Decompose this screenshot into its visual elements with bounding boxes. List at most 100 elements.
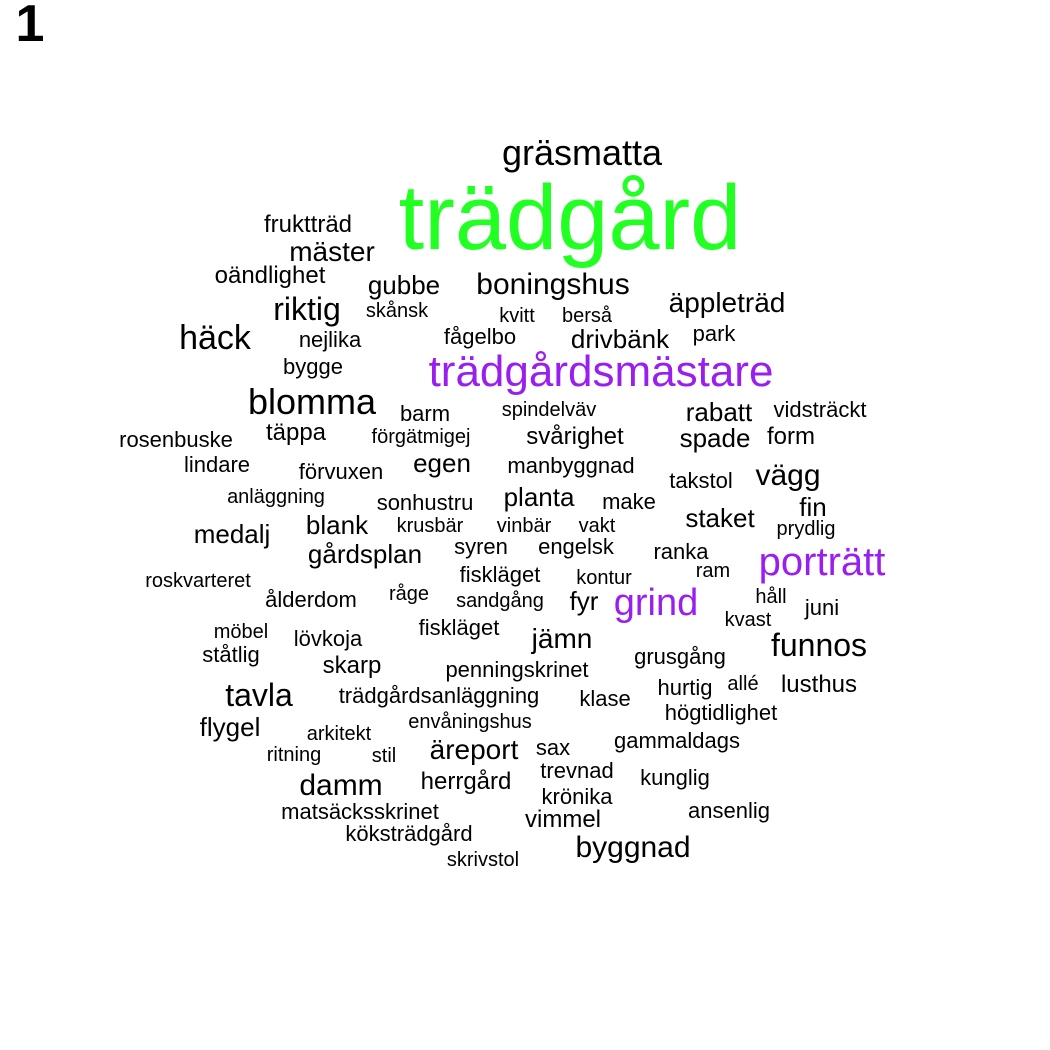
word-tradgardsanlaggning: trädgårdsanläggning [338, 683, 540, 708]
word-master: mäster [289, 236, 375, 267]
word-envaningshus: envåningshus [408, 711, 532, 733]
word-bygge: bygge [283, 354, 343, 379]
word-funnos: funnos [770, 627, 868, 663]
word-boningshus: boningshus [476, 268, 630, 301]
word-vakt: vakt [578, 515, 616, 537]
word-hack: häck [179, 319, 251, 357]
word-rosenbuske: rosenbuske [119, 427, 233, 452]
word-alderdom: ålderdom [265, 587, 357, 612]
word-trevnad: trevnad [540, 758, 614, 783]
word-spade: spade [679, 423, 751, 453]
word-bersa: berså [561, 305, 613, 327]
word-skarp: skarp [322, 652, 382, 679]
word-forgatmigej: förgätmigej [371, 426, 471, 448]
word-vidstrackt: vidsträckt [773, 397, 867, 422]
word-hurtig: hurtig [657, 675, 713, 700]
word-juni: juni [804, 595, 840, 620]
word-make: make [602, 489, 656, 514]
word-form: form [767, 423, 815, 450]
word-damm: damm [299, 769, 383, 802]
word-barm: barm [399, 401, 451, 426]
word-spindelvav: spindelväv [501, 399, 597, 421]
word-skrivstol: skrivstol [446, 849, 520, 871]
word-penningskrinet: penningskrinet [445, 657, 589, 682]
word-gubbe: gubbe [367, 270, 441, 300]
word-medalj: medalj [193, 519, 271, 549]
word-arkitekt: arkitekt [306, 723, 372, 745]
word-kvitt: kvitt [499, 305, 535, 327]
word-sonhustru: sonhustru [376, 490, 474, 515]
word-matsacksskrinet: matsäcksskrinet [281, 799, 439, 824]
word-nejlika: nejlika [298, 327, 362, 352]
word-egen: egen [413, 448, 471, 478]
word-blank: blank [305, 510, 369, 540]
word-syren: syren [454, 534, 508, 559]
word-oandlighet: oändlighet [214, 262, 326, 289]
word-anlaggning: anläggning [227, 486, 325, 508]
word-tradgard: trädgård [398, 167, 742, 269]
word-ram: ram [695, 560, 731, 582]
word-planta: planta [503, 482, 575, 512]
word-fin: fin [799, 492, 827, 522]
word-areport: äreport [429, 734, 519, 765]
word-ritning: ritning [266, 744, 322, 766]
word-rage: råge [388, 583, 430, 605]
word-kronika: krönika [541, 784, 613, 809]
word-vinbar: vinbär [496, 515, 552, 537]
word-fagelbo: fågelbo [443, 324, 517, 349]
word-gardsplan: gårdsplan [307, 539, 423, 569]
word-ranka: ranka [653, 539, 709, 564]
word-herrgard: herrgård [420, 768, 512, 795]
word-fisklaget: fiskläget [459, 562, 541, 587]
word-fisklaget: fiskläget [418, 615, 500, 640]
word-tavla: tavla [225, 677, 293, 713]
word-prydlig: prydlig [776, 518, 836, 540]
word-mobel: möbel [213, 621, 269, 643]
word-frukttrad: fruktträd [263, 211, 353, 238]
panel-label: 1 [15, 0, 45, 53]
word-kokstradgard: köksträdgård [345, 821, 473, 846]
word-grind: grind [613, 582, 699, 624]
word-hall: håll [755, 586, 787, 608]
word-blomma: blomma [247, 381, 377, 422]
word-krusbar: krusbär [396, 515, 464, 537]
word-skansk: skånsk [365, 300, 429, 322]
word-grusgang: grusgång [634, 644, 726, 669]
word-all: allé [727, 673, 759, 695]
word-portratt: porträtt [758, 540, 886, 584]
word-lusthus: lusthus [780, 671, 858, 698]
word-manbyggnad: manbyggnad [507, 453, 635, 478]
word-sandgang: sandgång [456, 590, 544, 612]
word-park: park [692, 321, 736, 346]
word-roskvarteret: roskvarteret [145, 570, 251, 592]
word-vagg: vägg [755, 459, 821, 492]
word-ansenlig: ansenlig [688, 798, 770, 823]
word-hogtidlighet: högtidlighet [664, 700, 778, 725]
word-gammaldags: gammaldags [614, 728, 740, 753]
word-kvast: kvast [724, 609, 772, 631]
word-lindare: lindare [183, 452, 251, 477]
word-vimmel: vimmel [525, 806, 601, 833]
word-jamn: jämn [531, 623, 593, 654]
word-grasmatta: gräsmatta [501, 132, 663, 173]
word-flygel: flygel [199, 712, 261, 742]
word-stil: stil [371, 745, 397, 767]
word-kontur: kontur [576, 567, 632, 589]
word-sax: sax [535, 735, 571, 760]
word-statlig: ståtlig [202, 642, 260, 667]
word-tappa: täppa [265, 419, 327, 446]
word-byggnad: byggnad [575, 831, 691, 864]
word-appletrad: äppleträd [668, 287, 786, 318]
word-lovkoja: lövkoja [293, 626, 363, 651]
word-klase: klase [579, 686, 631, 711]
word-fyr: fyr [569, 586, 599, 616]
word-svarighet: svårighet [526, 423, 624, 450]
word-rabatt: rabatt [685, 397, 753, 427]
word-drivbank: drivbänk [570, 324, 670, 354]
word-riktig: riktig [273, 291, 341, 327]
word-engelsk: engelsk [538, 534, 614, 559]
word-staket: staket [685, 503, 755, 533]
word-forvuxen: förvuxen [298, 459, 384, 484]
word-takstol: takstol [669, 468, 733, 493]
